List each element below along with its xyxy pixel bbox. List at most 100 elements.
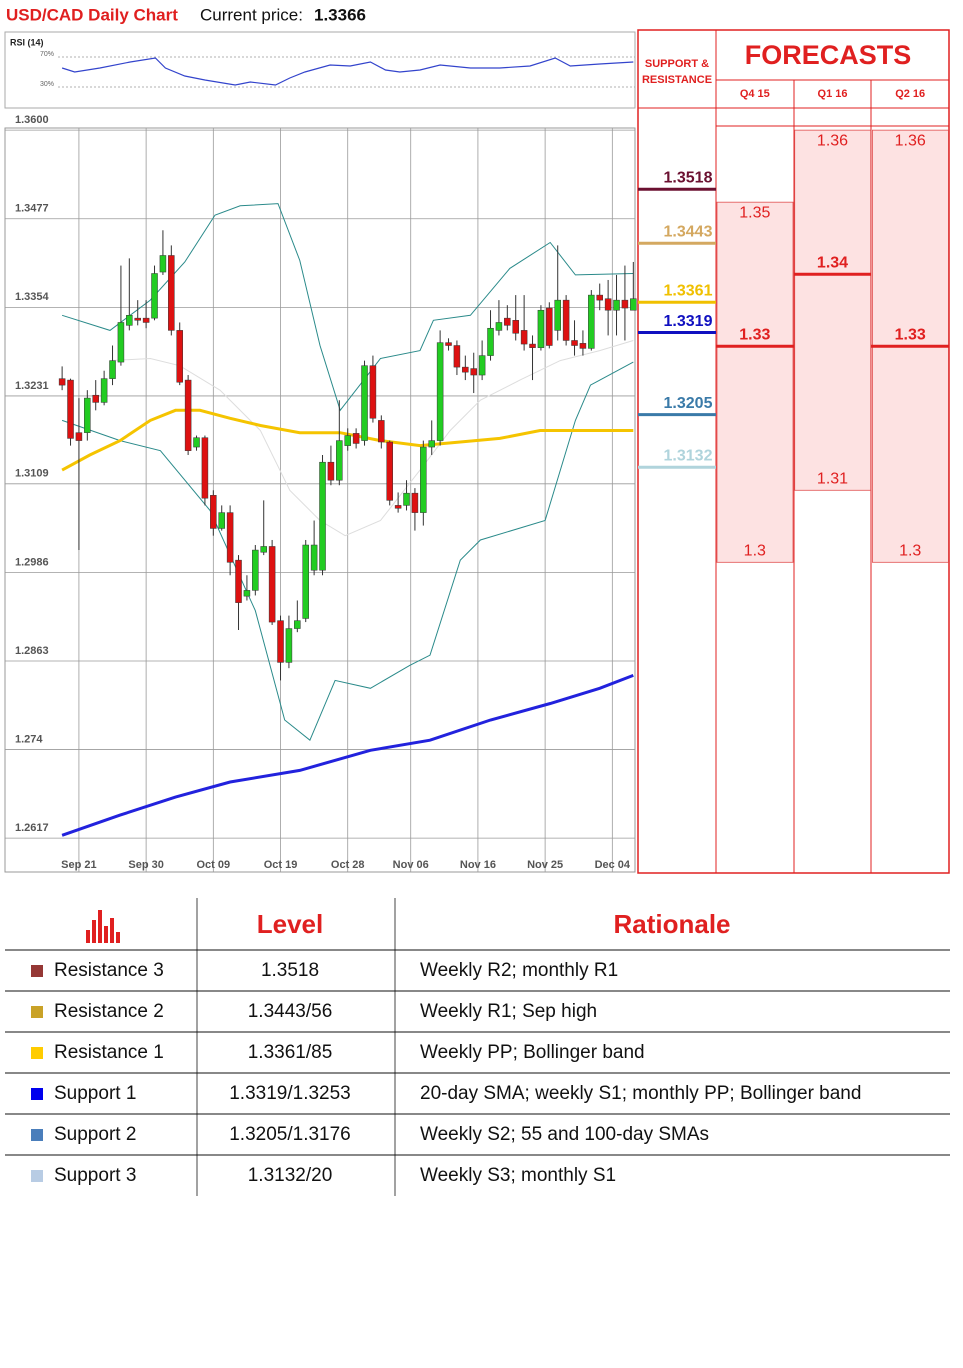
candle-body	[352, 433, 360, 444]
y-tick-label: 1.3231	[15, 380, 49, 392]
overlay-line	[61, 408, 634, 472]
candle-body	[268, 546, 276, 623]
candle-body	[302, 544, 309, 619]
price-value: 1.3366	[314, 5, 366, 24]
candle-body	[226, 512, 234, 563]
candle-body	[58, 378, 66, 386]
row-name: Resistance 1	[54, 1042, 164, 1063]
candle-body	[554, 299, 561, 331]
candle-body	[579, 343, 587, 349]
overlay-line	[61, 361, 634, 742]
candle-body	[621, 299, 629, 309]
legend-swatch	[31, 1088, 43, 1100]
row-level: 1.3361/85	[248, 1042, 333, 1063]
legend-swatch	[31, 1006, 43, 1018]
candle-body	[613, 299, 620, 311]
candle-body	[243, 590, 251, 597]
candle-body	[109, 360, 116, 379]
candle-body	[487, 327, 494, 356]
candle-body	[546, 307, 553, 346]
x-tick-label: Nov 16	[460, 859, 496, 871]
candle-body	[562, 299, 570, 341]
candle-body	[252, 549, 259, 591]
chart-frame	[4, 127, 636, 873]
level-label: 1.3319	[664, 313, 713, 330]
x-tick-label: Oct 09	[196, 859, 230, 871]
candle-body	[126, 315, 133, 326]
y-tick-label: 1.3477	[15, 203, 49, 215]
candle-body	[428, 440, 435, 448]
y-tick-label: 1.3354	[15, 291, 50, 303]
row-rationale: Weekly PP; Bollinger band	[420, 1042, 645, 1063]
legend-swatch	[31, 1047, 43, 1059]
row-rationale: Weekly S3; monthly S1	[420, 1165, 616, 1186]
candle-body	[168, 255, 175, 331]
x-tick-label: Nov 25	[527, 859, 563, 871]
y-tick-label: 1.3600	[15, 114, 49, 126]
rsi-tick-label: 70%	[40, 51, 54, 58]
candle-body	[310, 544, 318, 571]
y-tick-label: 1.2617	[15, 822, 49, 834]
candle-body	[327, 461, 335, 481]
level-label: 1.3518	[664, 169, 713, 186]
row-level: 1.3205/1.3176	[229, 1124, 351, 1145]
row-rationale: 20-day SMA; weekly S1; monthly PP; Bolli…	[420, 1083, 861, 1104]
candle-body	[344, 435, 351, 446]
row-level: 1.3518	[261, 960, 319, 981]
candle-body	[218, 512, 225, 529]
forecast-low: 1.3	[899, 543, 921, 560]
candle-body	[67, 379, 74, 439]
candle-body	[445, 342, 452, 346]
row-name: Resistance 2	[54, 1001, 164, 1022]
candle-body	[159, 255, 167, 273]
candle-body	[512, 320, 519, 334]
candle-body	[478, 355, 486, 376]
overlay-line	[61, 673, 634, 837]
candle-body	[529, 343, 536, 348]
level-label: 1.3361	[664, 283, 713, 300]
forecast-mid-label: 1.33	[739, 326, 770, 343]
level-label: 1.3443	[664, 223, 713, 240]
x-tick-label: Sep 21	[61, 859, 96, 871]
candle-body	[235, 559, 242, 603]
row-rationale: Weekly R1; Sep high	[420, 1001, 597, 1022]
candle-body	[319, 461, 326, 571]
forecast-mid-label: 1.33	[895, 326, 926, 343]
y-tick-label: 1.274	[15, 733, 43, 745]
forecast-high: 1.36	[895, 132, 926, 149]
levels-title: SUPPORT & RESISTANCE	[641, 58, 713, 86]
x-tick-label: Dec 04	[595, 859, 631, 871]
rsi-title: RSI (14)	[10, 37, 44, 47]
forecast-low: 1.3	[744, 543, 766, 560]
rsi-tick-label: 30%	[40, 81, 54, 88]
candle-body	[260, 546, 267, 553]
row-level: 1.3319/1.3253	[229, 1083, 351, 1104]
row-level: 1.3443/56	[248, 1001, 333, 1022]
row-name: Support 2	[54, 1124, 136, 1145]
candle-body	[520, 330, 528, 345]
row-rationale: Weekly R2; monthly R1	[420, 960, 618, 981]
row-name: Support 1	[54, 1083, 136, 1104]
candle-body	[142, 317, 150, 323]
candle-body	[84, 397, 91, 433]
forecast-column: Q4 15	[740, 88, 770, 100]
forecast-low: 1.31	[817, 470, 848, 487]
candle-body	[630, 298, 637, 311]
candle-body	[588, 294, 595, 349]
candle-body	[151, 273, 158, 319]
candle-body	[117, 322, 125, 363]
legend-swatch	[31, 1170, 43, 1182]
x-tick-label: Oct 19	[264, 859, 298, 871]
forecasts-title: FORECASTS	[745, 40, 912, 70]
candle-body	[75, 432, 83, 441]
rsi-frame	[4, 31, 636, 109]
candle-body	[184, 379, 192, 451]
forecast-mid-label: 1.34	[817, 254, 848, 271]
candle-body	[134, 317, 141, 321]
forecast-range	[794, 129, 872, 491]
candle-body	[504, 317, 511, 326]
row-name: Support 3	[54, 1165, 136, 1186]
candle-body	[604, 298, 612, 311]
column-header: Rationale	[613, 909, 730, 939]
